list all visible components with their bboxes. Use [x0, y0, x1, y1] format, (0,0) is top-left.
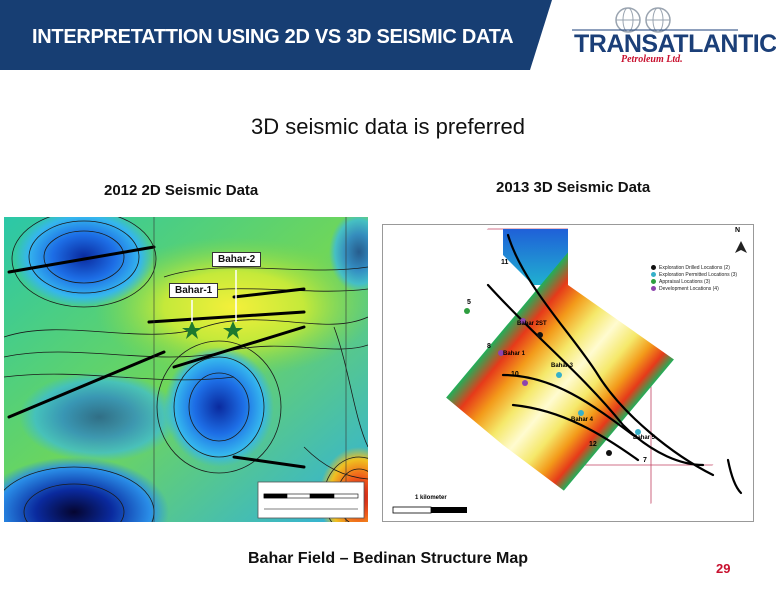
- well-name-bahar-2st: Bahar 2ST: [517, 321, 547, 327]
- well-name-bahar-3: Bahar 3: [551, 363, 574, 369]
- map-3d-seismic: N Exploration Drilled Locations (2) Expl…: [382, 224, 754, 522]
- location-number: 8: [487, 343, 491, 350]
- logo-subtitle: Petroleum Ltd.: [621, 54, 683, 65]
- well-label-bahar-2: Bahar-2: [212, 252, 262, 267]
- legend-item: Appraisal Locations (3): [651, 279, 737, 286]
- label-3d-seismic: 2013 3D Seismic Data: [496, 179, 651, 196]
- legend-dot-icon: [651, 265, 656, 271]
- map-caption: Bahar Field – Bedinan Structure Map: [248, 550, 529, 567]
- location-number: 12: [589, 441, 597, 448]
- legend-item: Exploration Permitted Locations (3): [651, 272, 737, 279]
- north-arrow-icon: [735, 241, 747, 253]
- title-bar: INTERPRETATTION USING 2D VS 3D SEISMIC D…: [0, 0, 552, 70]
- location-number: 7: [643, 457, 647, 464]
- label-2d-seismic: 2012 2D Seismic Data: [104, 182, 259, 199]
- location-number: 11: [501, 259, 509, 266]
- page-number: 29: [716, 561, 731, 576]
- globe-icon: [572, 7, 738, 33]
- legend-dot-icon: [651, 272, 656, 278]
- scale-label: 1 kilometer: [415, 495, 447, 501]
- legend-3d: Exploration Drilled Locations (2) Explor…: [651, 265, 737, 293]
- slide-subtitle: 3D seismic data is preferred: [251, 114, 525, 139]
- slide-title: INTERPRETATTION USING 2D VS 3D SEISMIC D…: [32, 26, 514, 48]
- legend-item: Exploration Drilled Locations (2): [651, 265, 737, 272]
- well-name-bahar-5: Bahar 5: [633, 435, 656, 441]
- map-2d-seismic: Bahar-1 Bahar-2: [4, 217, 368, 522]
- location-number: 10: [511, 371, 519, 378]
- legend-dot-icon: [651, 279, 656, 285]
- legend-dot-icon: [651, 286, 656, 292]
- logo-wordmark: TRANSATLANTIC: [574, 30, 776, 58]
- company-logo: TRANSATLANTIC Petroleum Ltd.: [566, 4, 776, 70]
- well-name-bahar-1: Bahar 1: [503, 351, 526, 357]
- well-label-bahar-1: Bahar-1: [169, 283, 219, 298]
- map-2d-image: [4, 217, 368, 522]
- location-number: 5: [467, 299, 471, 306]
- well-name-bahar-4: Bahar 4: [571, 417, 594, 423]
- north-label: N: [735, 227, 741, 234]
- legend-item: Development Locations (4): [651, 286, 737, 293]
- map-3d-image: [383, 225, 753, 521]
